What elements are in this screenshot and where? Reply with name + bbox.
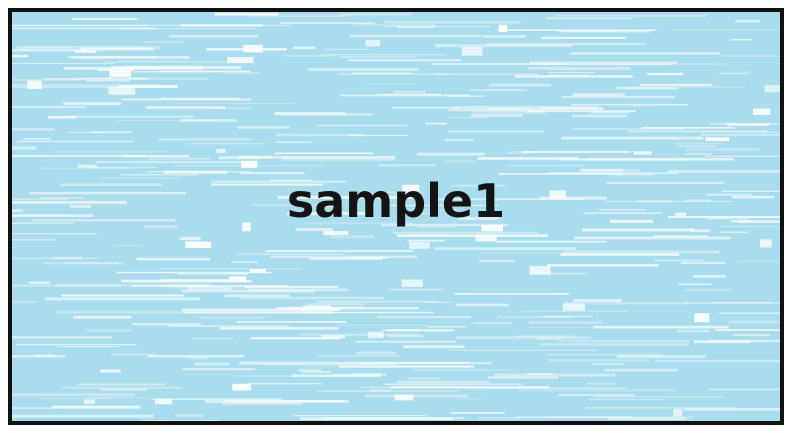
sample-card: sample1: [8, 8, 784, 425]
sample-label: sample1: [286, 174, 506, 228]
streak-texture: [12, 12, 780, 421]
